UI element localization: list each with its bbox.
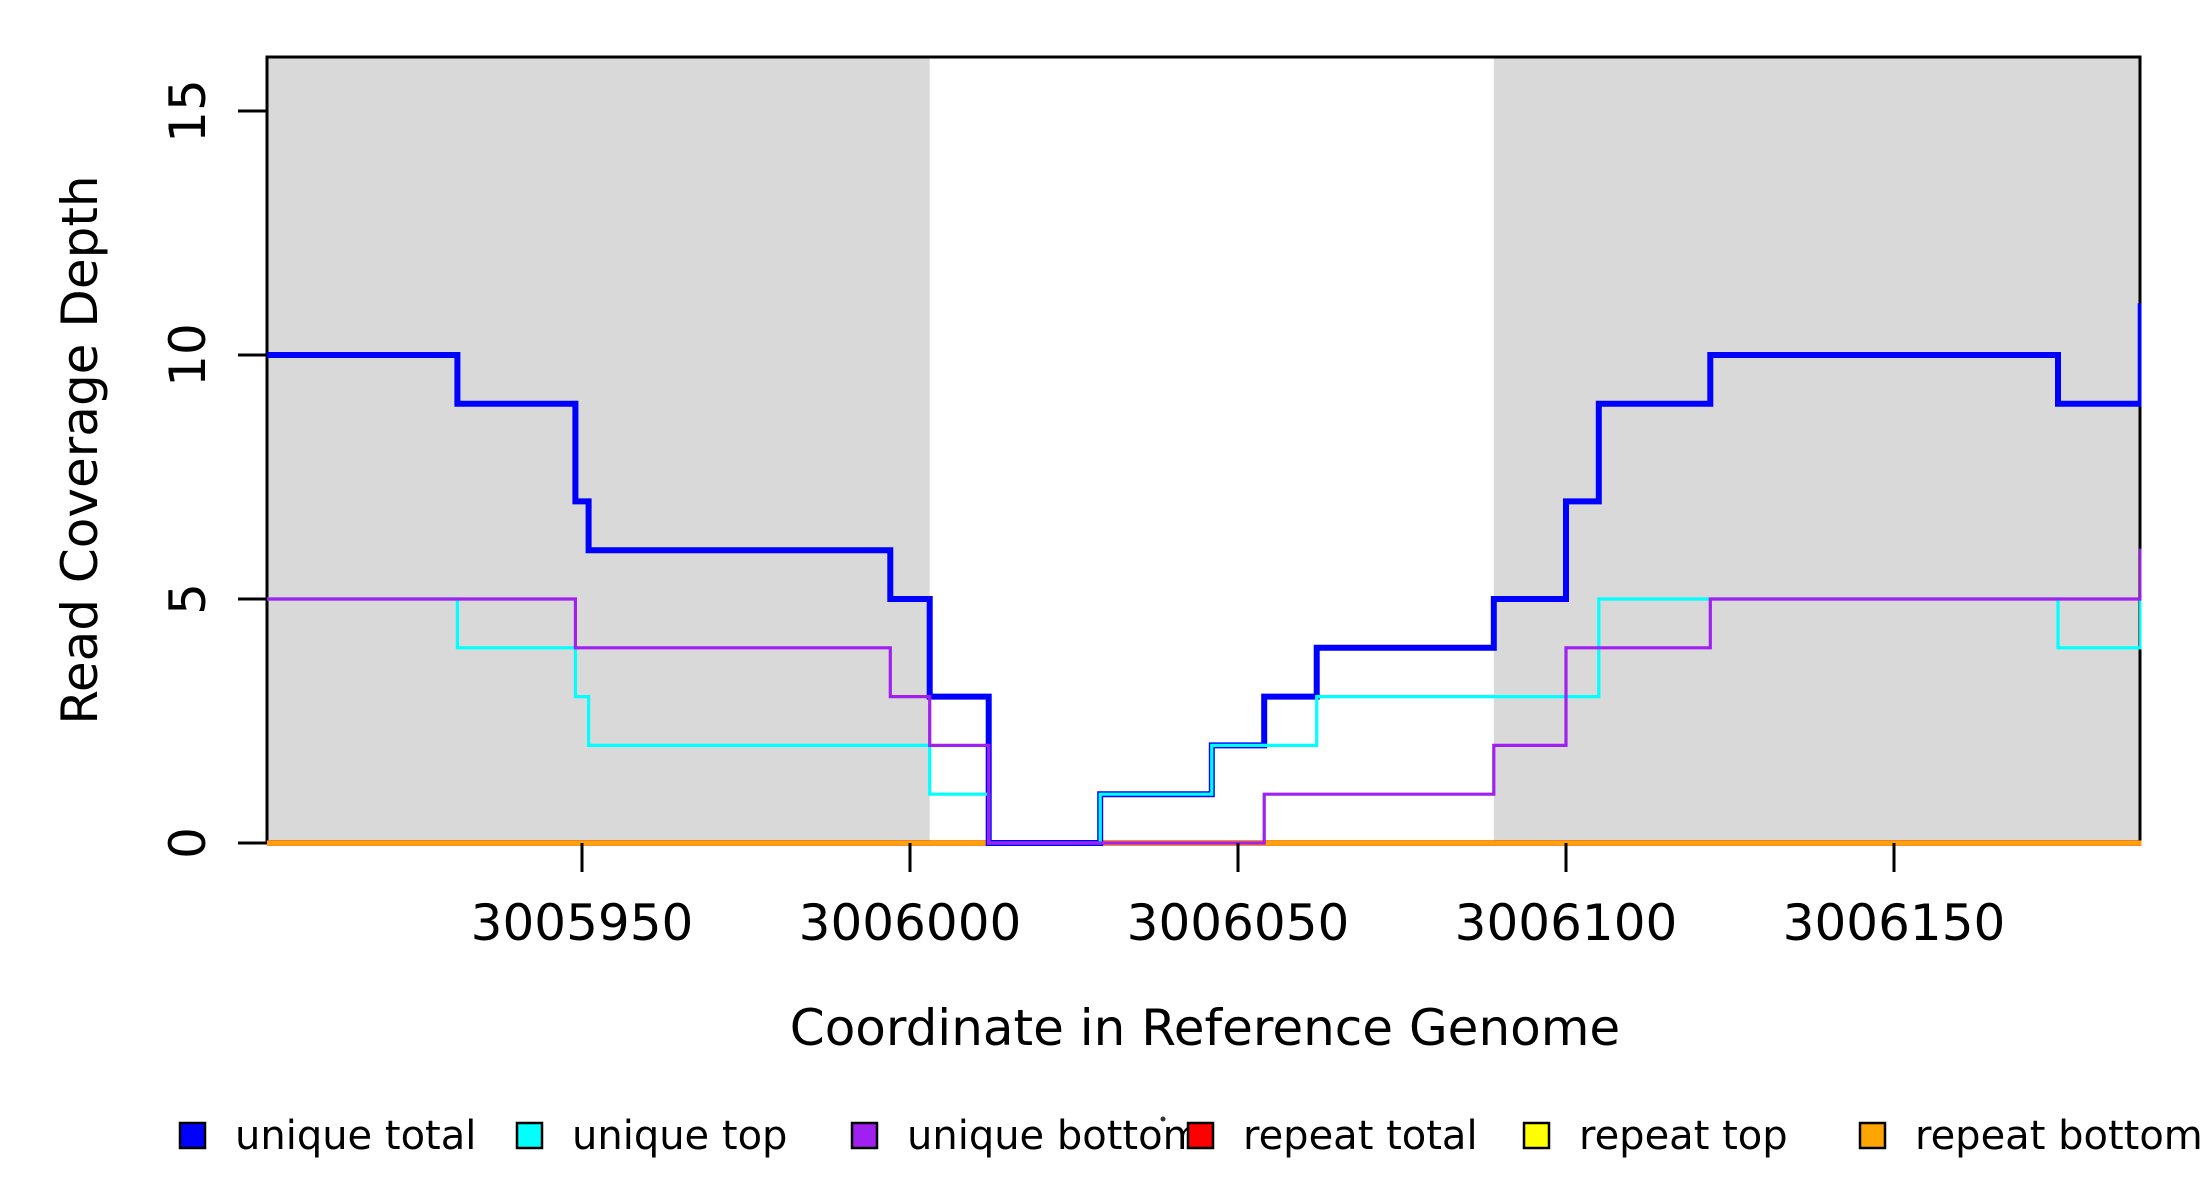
legend-item-label: repeat top [1579, 1113, 1788, 1159]
shaded-regions [267, 57, 2142, 843]
y-tick-label: 15 [159, 79, 217, 143]
legend-swatch [178, 1121, 207, 1150]
legend-item-label: repeat total [1243, 1113, 1478, 1159]
x-tick-label: 3006050 [1127, 894, 1350, 952]
y-tick-label: 0 [159, 827, 217, 859]
y-tick-label: 5 [159, 583, 217, 615]
legend-item: unique top [515, 1113, 787, 1159]
shaded-region [1493, 57, 2142, 843]
shaded-region [267, 57, 930, 843]
x-tick-label: 3006000 [799, 894, 1022, 952]
x-axis: 3005950 3006000 3006050 3006100 3006150 [471, 843, 2006, 952]
x-tick-label: 3006150 [1783, 894, 2006, 952]
legend-swatch [515, 1121, 544, 1150]
legend-item: repeat bottom [1858, 1113, 2200, 1159]
legend-swatch [1522, 1121, 1551, 1150]
y-axis: 0 5 10 15 [159, 79, 267, 859]
y-tick-label: 10 [159, 323, 217, 387]
legend: unique total unique top unique bottom repea… [178, 1113, 2200, 1159]
x-axis-title: Coordinate in Reference Genome [790, 999, 1620, 1057]
legend-item-label: unique bottom [907, 1113, 1202, 1159]
legend-swatch [850, 1121, 879, 1150]
y-axis-title: Read Coverage Depth [51, 175, 109, 724]
series-line [267, 597, 2142, 845]
x-tick-label: 3005950 [471, 894, 694, 952]
legend-item: repeat top [1522, 1113, 1788, 1159]
legend-swatch [1186, 1121, 1215, 1150]
stray-mark [1160, 1116, 1166, 1122]
legend-item: repeat total [1186, 1113, 1478, 1159]
legend-item-label: repeat bottom [1915, 1113, 2200, 1159]
series-line [267, 548, 2142, 845]
legend-item-label: unique total [235, 1113, 476, 1159]
legend-swatch [1858, 1121, 1887, 1150]
legend-item: unique total [178, 1113, 476, 1159]
x-tick-label: 3006100 [1455, 894, 1678, 952]
legend-item: unique bottom [850, 1113, 1202, 1159]
legend-item-label: unique top [572, 1113, 787, 1159]
